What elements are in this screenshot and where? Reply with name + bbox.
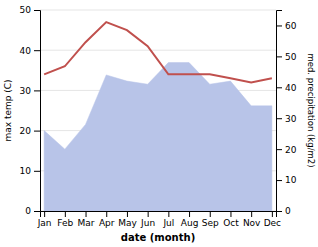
tick-label: Jun [140, 218, 155, 228]
tick: 40 [20, 46, 40, 56]
chart: Jan Feb Mar AprMayJun Jul AugSep Oct NovDec 0 10 2… [0, 0, 318, 247]
tick: 20 [276, 145, 297, 155]
marks [44, 22, 272, 211]
tick-mark [34, 90, 40, 91]
tick-mark [230, 211, 231, 217]
plot-area: Jan Feb Mar AprMayJun Jul AugSep Oct NovDec 0 10 2… [20, 5, 297, 228]
tick-mark [86, 211, 87, 217]
x-axis: Jan Feb Mar AprMayJun Jul AugSep Oct NovDec [37, 211, 281, 228]
tick: Dec [264, 211, 281, 228]
tick: Aug [181, 211, 199, 228]
tick: Feb [57, 211, 73, 228]
tick-mark [168, 211, 169, 217]
y-axis-title: max temp (C) [3, 79, 13, 141]
axis-line [41, 212, 277, 218]
tick: 50 [20, 5, 40, 15]
tick-label: May [118, 218, 137, 228]
grid [40, 10, 276, 211]
tick-label: 10 [20, 166, 32, 176]
tick-label: Jul [162, 218, 174, 228]
tick-mark [276, 118, 282, 119]
tick-mark [34, 10, 40, 11]
tick-mark [34, 50, 40, 51]
tick: 40 [276, 83, 297, 93]
tick-label: Dec [264, 218, 281, 228]
tick-mark [276, 149, 282, 150]
y-axis: 0 10 20 30 40 50 [20, 5, 41, 216]
grid-line [40, 50, 276, 51]
x-axis-title: date (month) [121, 232, 195, 243]
precip-area [44, 63, 272, 211]
tick-label: Oct [223, 218, 239, 228]
tick-mark [276, 56, 282, 57]
tick-label: Apr [99, 218, 115, 228]
tick-label: Sep [202, 218, 219, 228]
tick-mark [34, 211, 40, 212]
tick-label: Feb [57, 218, 73, 228]
tick: 10 [20, 166, 40, 176]
temp-line [44, 22, 272, 82]
tick-mark [210, 211, 211, 217]
tick: Mar [78, 211, 95, 228]
axis-line [277, 11, 283, 212]
tick: Jan [37, 211, 52, 228]
tick-label: 0 [25, 206, 31, 216]
tick-mark [148, 211, 149, 217]
tick: 0 [25, 206, 40, 216]
tick: Nov [243, 211, 261, 228]
y2-axis-title: med. precipitation (kg/m2) [306, 53, 316, 167]
tick: Sep [202, 211, 219, 228]
tick-label: 20 [285, 145, 297, 155]
tick-mark [127, 211, 128, 217]
tick-mark [276, 211, 282, 212]
tick: 0 [276, 206, 291, 216]
tick-mark [44, 211, 45, 217]
tick-mark [34, 131, 40, 132]
tick-mark [106, 211, 107, 217]
tick-mark [65, 211, 66, 217]
y2-axis: 0 10 20 30 40 50 60 [276, 11, 297, 217]
tick-label: 10 [285, 175, 297, 185]
tick-label: 30 [285, 114, 297, 124]
tick: 50 [276, 52, 297, 62]
tick-label: Jan [37, 218, 52, 228]
tick-label: 50 [285, 52, 297, 62]
tick-label: Nov [243, 218, 261, 228]
tick: 60 [276, 21, 297, 31]
axis-line [34, 11, 41, 212]
tick: May [118, 211, 137, 228]
tick-label: Aug [181, 218, 199, 228]
tick-mark [272, 211, 273, 217]
tick-mark [276, 87, 282, 88]
tick: Apr [99, 211, 115, 228]
tick-mark [276, 180, 282, 181]
tick-mark [189, 211, 190, 217]
tick-label: 40 [285, 83, 297, 93]
grid-line [40, 10, 276, 11]
tick: 30 [276, 114, 297, 124]
tick: Jun [140, 211, 155, 228]
tick-label: 60 [285, 21, 297, 31]
tick: Oct [223, 211, 239, 228]
tick: 20 [20, 126, 40, 136]
tick-mark [276, 25, 282, 26]
tick: 10 [276, 175, 297, 185]
tick-label: 50 [20, 5, 32, 15]
tick: Jul [162, 211, 174, 228]
tick-label: Mar [78, 218, 95, 228]
tick-mark [34, 171, 40, 172]
tick-label: 20 [20, 126, 32, 136]
tick-mark [251, 211, 252, 217]
tick-label: 40 [20, 46, 32, 56]
tick-label: 30 [20, 86, 32, 96]
tick: 30 [20, 86, 40, 96]
tick-label: 0 [285, 206, 291, 216]
